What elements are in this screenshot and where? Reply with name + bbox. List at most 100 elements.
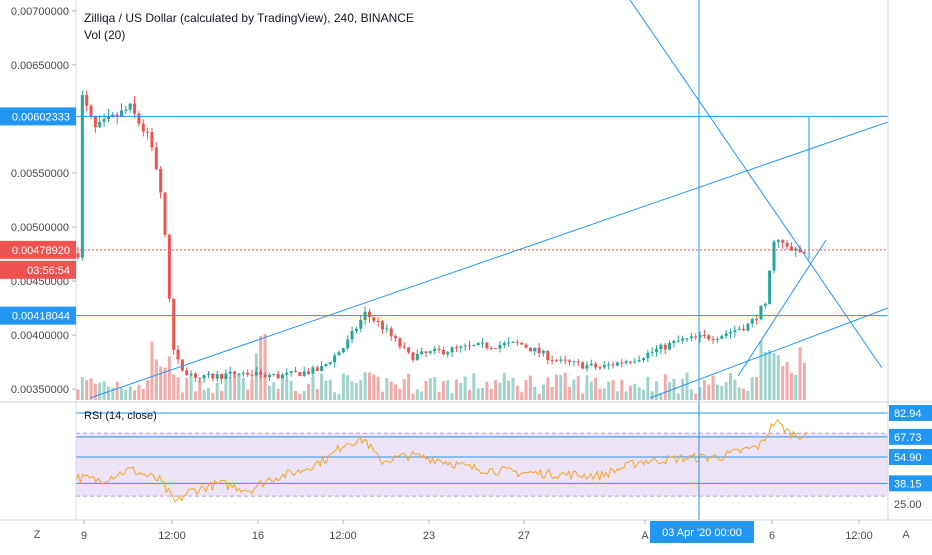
candle-body bbox=[185, 370, 189, 375]
candle-body bbox=[302, 371, 306, 376]
volume-bar bbox=[133, 390, 137, 400]
volume-bar bbox=[798, 347, 802, 400]
candle-body bbox=[328, 362, 332, 365]
volume-bar bbox=[411, 393, 415, 400]
candle-body bbox=[715, 338, 719, 340]
candle-body bbox=[663, 344, 667, 350]
volume-bar bbox=[520, 392, 524, 400]
candle-body bbox=[350, 330, 354, 340]
candle-body bbox=[642, 358, 645, 360]
candle-body bbox=[115, 114, 119, 117]
volume-bar bbox=[202, 389, 206, 400]
candle-body bbox=[189, 373, 193, 375]
volume-bar bbox=[481, 387, 485, 400]
candle-body bbox=[137, 113, 141, 124]
candle-body bbox=[472, 345, 476, 347]
rsi-value-label: 25.00 bbox=[894, 499, 922, 511]
volume-bar bbox=[633, 383, 637, 400]
rsi-label-text: 38.15 bbox=[894, 478, 922, 490]
candle-body bbox=[267, 374, 271, 378]
volume-bar bbox=[476, 388, 480, 400]
volume-bar bbox=[407, 373, 411, 400]
candle-body bbox=[763, 303, 767, 306]
volume-bar bbox=[193, 391, 197, 400]
volume-bar bbox=[437, 391, 441, 400]
volume-bar bbox=[624, 391, 628, 400]
volume-bar bbox=[367, 372, 371, 400]
volume-bar bbox=[642, 389, 645, 400]
candle-body bbox=[620, 362, 624, 364]
volume-bar bbox=[655, 381, 659, 400]
axis-labels: 0.007000000.006500000.006000000.00550000… bbox=[0, 6, 932, 543]
candle-body bbox=[685, 338, 689, 340]
rsi-label-text: 82.94 bbox=[894, 408, 922, 420]
rsi-label-text: 25.00 bbox=[894, 499, 922, 511]
candle-body bbox=[655, 349, 659, 352]
candle-body bbox=[568, 360, 572, 363]
volume-bar bbox=[394, 384, 398, 400]
volume-bar bbox=[302, 391, 306, 400]
volume-bar bbox=[785, 362, 789, 400]
price-label-text: 0.00602333 bbox=[12, 111, 70, 123]
volume-bar bbox=[237, 374, 241, 400]
candle-body bbox=[211, 373, 215, 379]
volume-bar bbox=[459, 382, 463, 400]
candle-body bbox=[485, 342, 489, 348]
time-tick-label: A bbox=[641, 530, 649, 542]
candle-body bbox=[607, 364, 611, 366]
time-tick-label: 9 bbox=[81, 530, 87, 542]
candle-body bbox=[576, 361, 580, 363]
volume-bar bbox=[120, 387, 123, 400]
candle-body bbox=[198, 377, 202, 379]
volume-bar bbox=[737, 387, 741, 400]
candle-body bbox=[415, 354, 419, 360]
candle-body bbox=[311, 367, 315, 374]
volume-bar bbox=[98, 382, 102, 400]
candle-body bbox=[498, 345, 502, 349]
cursor-time-text: 03 Apr '20 00:00 bbox=[662, 527, 742, 539]
volume-bar bbox=[729, 373, 732, 400]
price-tick-label: 0.00500000 bbox=[11, 222, 69, 234]
candle-body bbox=[80, 95, 84, 258]
time-tick-label: 6 bbox=[769, 530, 775, 542]
drawing-tools[interactable] bbox=[76, 0, 889, 520]
candle-body bbox=[407, 347, 411, 353]
timezone-button[interactable]: Z bbox=[34, 529, 41, 541]
candle-body bbox=[341, 348, 345, 353]
volume-bar bbox=[167, 356, 171, 400]
volume-bar bbox=[681, 378, 685, 400]
candle-body bbox=[159, 168, 163, 193]
rsi-value-label: 38.15 bbox=[889, 475, 932, 492]
volume-bar bbox=[254, 353, 258, 400]
lower-channel-line bbox=[649, 307, 889, 399]
candle-body bbox=[424, 351, 428, 353]
volume-bar bbox=[694, 393, 698, 400]
candle-body bbox=[128, 103, 132, 110]
volume-bar bbox=[124, 389, 128, 400]
volume-bar bbox=[146, 380, 150, 400]
volume-bar bbox=[676, 393, 680, 400]
candle-body bbox=[106, 116, 110, 120]
auto-scale-button-label: A bbox=[902, 529, 910, 541]
volume-bar bbox=[307, 383, 311, 400]
volume-bar bbox=[402, 378, 406, 400]
volume-bar bbox=[272, 382, 276, 400]
candle-body bbox=[711, 338, 715, 340]
candle-body bbox=[272, 373, 276, 375]
candle-body bbox=[450, 347, 454, 353]
candle-body bbox=[133, 103, 137, 114]
time-tick-label: 27 bbox=[518, 530, 530, 542]
candle-body bbox=[367, 311, 371, 318]
candle-body bbox=[794, 248, 798, 251]
volume-bar bbox=[768, 350, 772, 400]
candle-body bbox=[672, 340, 676, 344]
volume-bar bbox=[759, 340, 763, 400]
volume-bar bbox=[585, 375, 589, 400]
volume-bar bbox=[563, 372, 567, 400]
candle-body bbox=[220, 374, 224, 379]
candle-body bbox=[720, 335, 724, 339]
volume-bar bbox=[376, 376, 380, 400]
candle-body bbox=[689, 336, 693, 339]
auto-scale-button[interactable]: A bbox=[902, 529, 910, 541]
